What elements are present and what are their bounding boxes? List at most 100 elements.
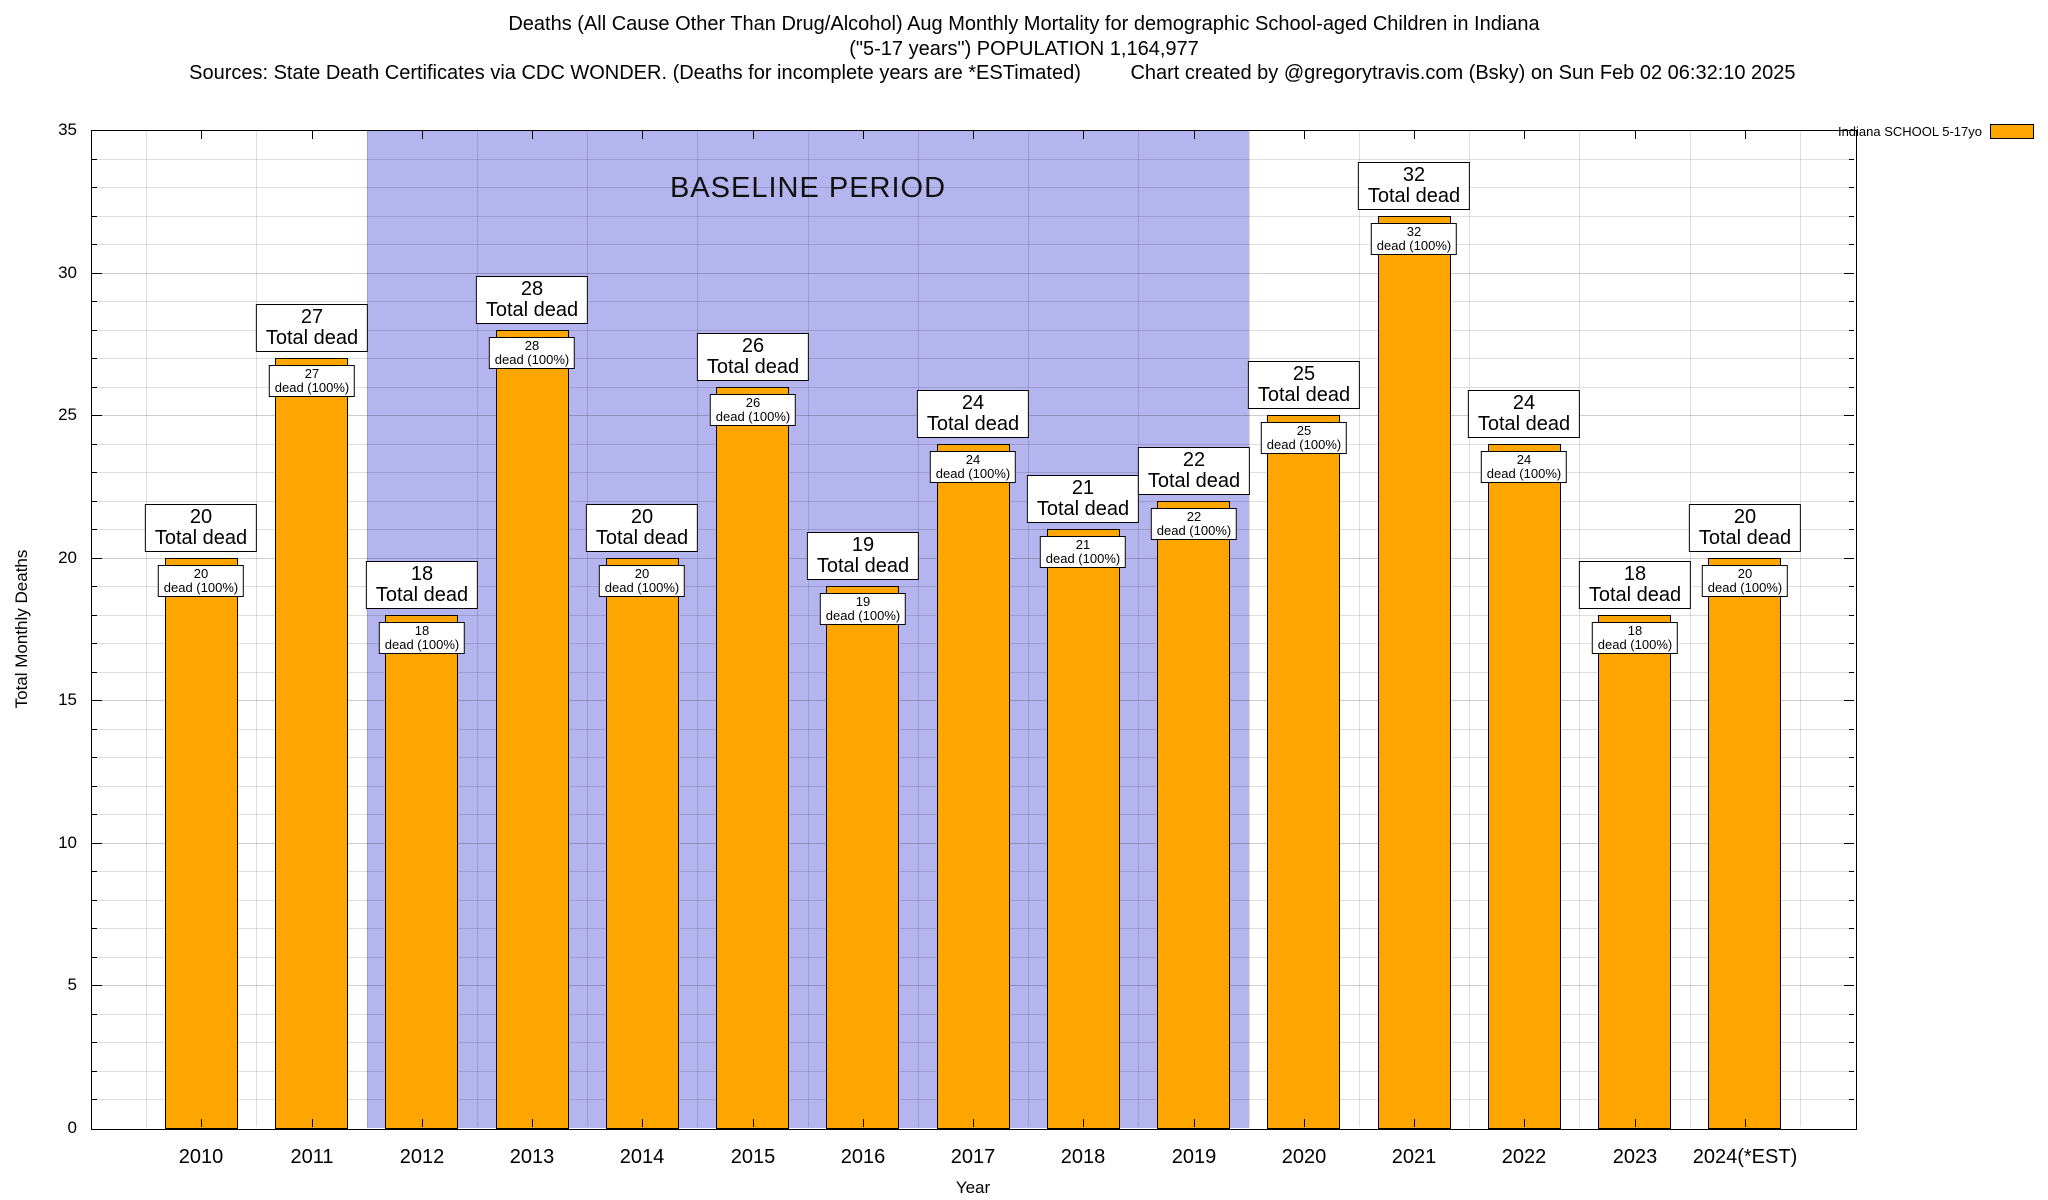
bar-2019 bbox=[1157, 501, 1230, 1129]
bar-pct-label-2011: 27 dead (100%) bbox=[268, 365, 356, 397]
x-tick-label-2023: 2023 bbox=[1612, 1146, 1658, 1168]
bar-total-value: 32 bbox=[1402, 164, 1426, 186]
bar-total-value: 21 bbox=[1071, 477, 1095, 499]
y-tick-label-10: 10 bbox=[58, 833, 77, 852]
y-tick-mark-right bbox=[1849, 928, 1854, 929]
x-tick-mark-top bbox=[1414, 131, 1415, 139]
bar-total-caption: Total dead bbox=[1257, 384, 1351, 406]
y-tick-mark-right bbox=[1849, 1071, 1854, 1072]
baseline-period-label: BASELINE PERIOD bbox=[669, 172, 947, 204]
bar-pct-label-2021: 32 dead (100%) bbox=[1370, 223, 1458, 255]
bar-total-value: 24 bbox=[961, 392, 985, 414]
bar-pct-value: 32 bbox=[1406, 224, 1422, 239]
y-tick-mark-left bbox=[92, 387, 97, 388]
y-tick-mark-left bbox=[92, 729, 97, 730]
y-tick-mark-left bbox=[92, 985, 102, 986]
gridline-y-27 bbox=[92, 358, 1854, 359]
x-tick-mark-top bbox=[1194, 131, 1195, 139]
bar-total-caption: Total dead bbox=[1036, 498, 1130, 520]
gridline-x-boundary-4 bbox=[587, 131, 588, 1127]
x-axis-title: Year bbox=[955, 1178, 991, 1197]
x-tick-label-2018: 2018 bbox=[1060, 1146, 1106, 1168]
bar-total-value: 19 bbox=[851, 534, 875, 556]
x-tick-label-2010: 2010 bbox=[178, 1146, 224, 1168]
chart-title-line-1: Deaths (All Cause Other Than Drug/Alcoho… bbox=[508, 13, 1540, 35]
y-tick-mark-right bbox=[1849, 159, 1854, 160]
legend: Indiana SCHOOL 5-17yo bbox=[1838, 124, 2034, 139]
y-tick-mark-left bbox=[92, 1042, 97, 1043]
bar-total-value: 28 bbox=[520, 278, 544, 300]
bar-total-label-2020: 25 Total dead bbox=[1247, 361, 1361, 409]
y-tick-mark-left bbox=[92, 786, 97, 787]
y-tick-label-5: 5 bbox=[67, 975, 77, 994]
gridline-x-boundary-12 bbox=[1469, 131, 1470, 1127]
bar-pct-label-2023: 18 dead (100%) bbox=[1591, 622, 1679, 654]
y-tick-mark-right bbox=[1849, 672, 1854, 673]
bar-pct-value: 28 bbox=[524, 338, 540, 353]
y-tick-mark-left bbox=[92, 814, 97, 815]
x-tick-mark-top bbox=[863, 131, 864, 139]
x-tick-mark-top bbox=[642, 131, 643, 139]
y-tick-mark-right bbox=[1844, 558, 1854, 559]
x-tick-mark-bottom bbox=[1414, 1119, 1415, 1127]
bar-pct-value: 26 bbox=[745, 395, 761, 410]
y-tick-mark-right bbox=[1849, 1099, 1854, 1100]
x-tick-mark-top bbox=[1635, 131, 1636, 139]
x-tick-mark-top bbox=[201, 131, 202, 139]
y-tick-mark-right bbox=[1849, 301, 1854, 302]
y-tick-mark-left bbox=[92, 900, 97, 901]
bar-2010 bbox=[165, 558, 238, 1129]
bar-pct-label-2010: 20 dead (100%) bbox=[157, 565, 245, 597]
bar-total-caption: Total dead bbox=[375, 584, 469, 606]
y-tick-mark-right bbox=[1849, 529, 1854, 530]
y-tick-mark-left bbox=[92, 301, 97, 302]
gridline-x-boundary-15 bbox=[1800, 131, 1801, 1127]
x-tick-label-2014: 2014 bbox=[619, 1146, 665, 1168]
x-tick-mark-bottom bbox=[201, 1119, 202, 1127]
bar-2015 bbox=[716, 387, 789, 1129]
gridline-y-33 bbox=[92, 187, 1854, 188]
gridline-x-boundary-9 bbox=[1138, 131, 1139, 1127]
bar-total-value: 26 bbox=[741, 335, 765, 357]
bar-pct-value: 27 bbox=[304, 366, 320, 381]
y-tick-mark-right bbox=[1849, 244, 1854, 245]
y-tick-mark-right bbox=[1849, 871, 1854, 872]
bar-total-caption: Total dead bbox=[485, 299, 579, 321]
x-tick-mark-bottom bbox=[863, 1119, 864, 1127]
y-tick-mark-left bbox=[92, 586, 97, 587]
x-tick-mark-top bbox=[1524, 131, 1525, 139]
gridline-x-boundary-11 bbox=[1359, 131, 1360, 1127]
x-tick-label-2011: 2011 bbox=[290, 1146, 334, 1168]
gridline-x-boundary-7 bbox=[918, 131, 919, 1127]
x-tick-mark-bottom bbox=[312, 1119, 313, 1127]
x-tick-mark-top bbox=[1083, 131, 1084, 139]
bar-total-caption: Total dead bbox=[595, 527, 689, 549]
y-tick-mark-right bbox=[1849, 786, 1854, 787]
y-tick-mark-right bbox=[1849, 330, 1854, 331]
x-tick-mark-top bbox=[422, 131, 423, 139]
y-tick-mark-left bbox=[92, 159, 97, 160]
bar-total-label-2013: 28 Total dead bbox=[475, 276, 589, 324]
bar-2020 bbox=[1267, 415, 1340, 1129]
y-tick-label-25: 25 bbox=[58, 405, 77, 424]
bar-pct-caption: dead (100%) bbox=[1045, 551, 1121, 566]
bar-pct-label-2020: 25 dead (100%) bbox=[1260, 422, 1348, 454]
x-tick-mark-top bbox=[532, 131, 533, 139]
bar-2016 bbox=[826, 586, 899, 1129]
gridline-x-boundary-2 bbox=[367, 131, 368, 1127]
y-tick-label-15: 15 bbox=[58, 690, 77, 709]
gridline-y-30 bbox=[92, 273, 1854, 274]
bar-pct-caption: dead (100%) bbox=[1156, 523, 1232, 538]
bar-pct-value: 24 bbox=[1516, 452, 1532, 467]
y-tick-mark-left bbox=[92, 672, 97, 673]
bar-2022 bbox=[1488, 444, 1561, 1129]
x-tick-mark-bottom bbox=[1524, 1119, 1525, 1127]
chart-title-line-2: ("5-17 years") POPULATION 1,164,977 bbox=[849, 38, 1199, 60]
bar-total-value: 20 bbox=[1733, 506, 1757, 528]
y-tick-mark-left bbox=[92, 1014, 97, 1015]
x-tick-label-2013: 2013 bbox=[509, 1146, 555, 1168]
x-tick-label-2015: 2015 bbox=[730, 1146, 776, 1168]
bar-total-value: 18 bbox=[410, 563, 434, 585]
y-tick-mark-left bbox=[92, 415, 102, 416]
x-tick-mark-top bbox=[1745, 131, 1746, 139]
